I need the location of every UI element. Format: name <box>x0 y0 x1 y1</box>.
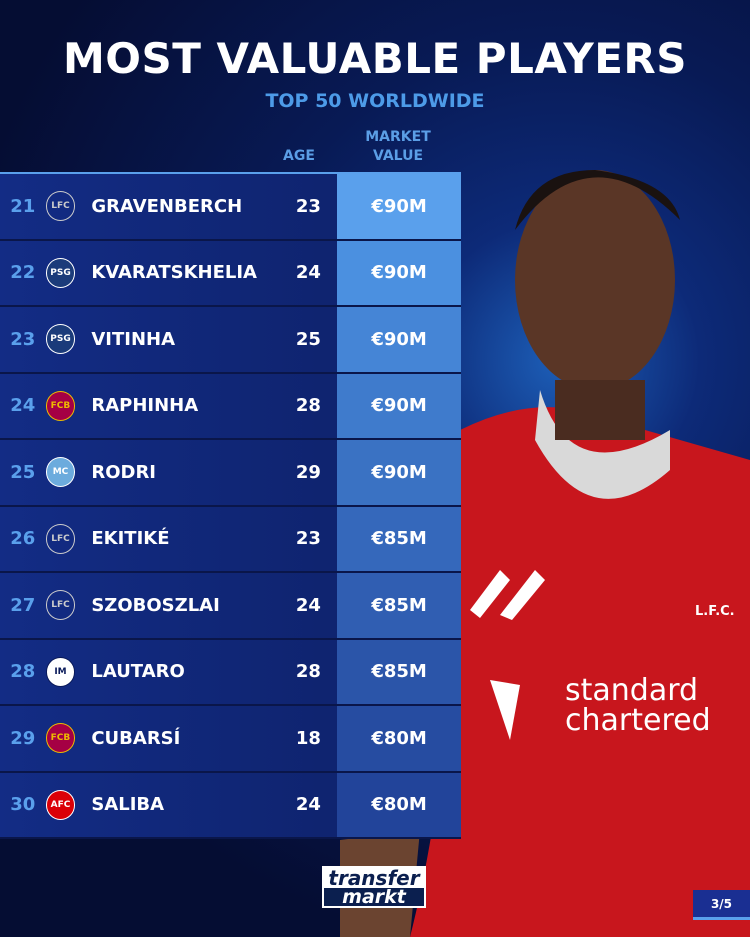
shirt-badge: L.F.C. <box>695 604 735 619</box>
table-row: 25 MC RODRI 29 €90M <box>0 440 461 507</box>
page-subtitle: TOP 50 WORLDWIDE <box>265 90 485 112</box>
hair <box>515 170 680 230</box>
psg-crest-icon: PSG <box>45 324 76 355</box>
arsenal-crest-icon: AFC <box>45 789 76 820</box>
market-value-header: MARKET VALUE <box>348 128 448 166</box>
player-name: VITINHA <box>91 328 176 350</box>
player-name: CUBARSÍ <box>91 727 181 749</box>
player-name: LAUTARO <box>91 661 185 683</box>
adidas-icon <box>470 570 545 620</box>
player-photo: L.F.C. standard chartered <box>340 170 750 937</box>
liverpool-crest-icon: LFC <box>45 523 76 554</box>
logo-line2: markt <box>324 888 424 907</box>
rank: 29 <box>10 727 36 749</box>
page-indicator: 3/5 <box>693 890 750 920</box>
market-value: €90M <box>337 240 461 305</box>
rank: 23 <box>10 328 36 350</box>
rank: 27 <box>10 594 36 616</box>
table-row: 29 FCB CUBARSÍ 18 €80M <box>0 706 461 773</box>
table-row: 28 IM LAUTARO 28 €85M <box>0 639 461 706</box>
market-value: €85M <box>337 639 461 704</box>
table-row: 23 PSG VITINHA 25 €90M <box>0 307 461 374</box>
rank: 25 <box>10 461 36 483</box>
table-row: 22 PSG KVARATSKHELIA 24 €90M <box>0 240 461 307</box>
market-value: €80M <box>337 772 461 837</box>
player-age: 18 <box>295 727 321 749</box>
liverpool-crest-icon: LFC <box>45 590 76 621</box>
mancity-crest-icon: MC <box>45 457 76 488</box>
sponsor-icon <box>490 680 520 740</box>
neck <box>555 380 645 440</box>
player-age: 24 <box>295 594 321 616</box>
table-row: 21 LFC GRAVENBERCH 23 €90M <box>0 174 461 241</box>
player-name: GRAVENBERCH <box>91 195 243 217</box>
rank: 22 <box>10 262 36 284</box>
market-value-header-line2: VALUE <box>372 148 424 164</box>
market-value: €90M <box>337 307 461 372</box>
red-shirt <box>410 407 750 937</box>
logo-line1: transfer <box>328 866 420 890</box>
market-value: €90M <box>337 440 461 505</box>
rank: 28 <box>10 661 36 683</box>
rank: 24 <box>10 395 36 417</box>
player-age: 25 <box>295 328 321 350</box>
player-age: 28 <box>295 661 321 683</box>
barcelona-crest-icon: FCB <box>45 390 76 421</box>
sponsor-line-1: standard <box>565 673 698 708</box>
age-header: AGE <box>283 148 315 164</box>
market-value-header-line1: MARKET <box>365 129 431 145</box>
table-row: 27 LFC SZOBOSZLAI 24 €85M <box>0 573 461 640</box>
table-row: 30 AFC SALIBA 24 €80M <box>0 772 461 839</box>
liverpool-crest-icon: LFC <box>45 191 76 222</box>
collar <box>535 390 670 499</box>
barcelona-crest-icon: FCB <box>45 723 76 754</box>
player-age: 23 <box>295 195 321 217</box>
player-name: SZOBOSZLAI <box>91 594 220 616</box>
rank: 21 <box>10 195 36 217</box>
table-row: 26 LFC EKITIKÉ 23 €85M <box>0 506 461 573</box>
market-value: €85M <box>337 573 461 638</box>
head <box>515 170 675 390</box>
psg-crest-icon: PSG <box>45 257 76 288</box>
market-value: €90M <box>337 373 461 438</box>
player-age: 28 <box>295 395 321 417</box>
player-age: 29 <box>295 461 321 483</box>
page-title: MOST VALUABLE PLAYERS <box>62 34 688 83</box>
player-name: SALIBA <box>91 794 165 816</box>
sponsor-line-2: chartered <box>565 703 711 738</box>
market-value: €85M <box>337 506 461 571</box>
player-age: 23 <box>295 528 321 550</box>
player-name: RODRI <box>91 461 157 483</box>
inter-crest-icon: IM <box>45 656 76 687</box>
player-name: KVARATSKHELIA <box>91 262 257 284</box>
players-table: 21 LFC GRAVENBERCH 23 €90M 22 PSG KVARATS… <box>0 172 461 839</box>
player-name: EKITIKÉ <box>91 528 170 550</box>
rank: 30 <box>10 794 36 816</box>
rank: 26 <box>10 528 36 550</box>
transfermarkt-logo: transfer markt <box>322 866 426 908</box>
table-row: 24 FCB RAPHINHA 28 €90M <box>0 373 461 440</box>
player-age: 24 <box>295 262 321 284</box>
market-value: €80M <box>337 706 461 771</box>
player-age: 24 <box>295 794 321 816</box>
market-value: €90M <box>337 174 461 239</box>
player-name: RAPHINHA <box>91 395 199 417</box>
